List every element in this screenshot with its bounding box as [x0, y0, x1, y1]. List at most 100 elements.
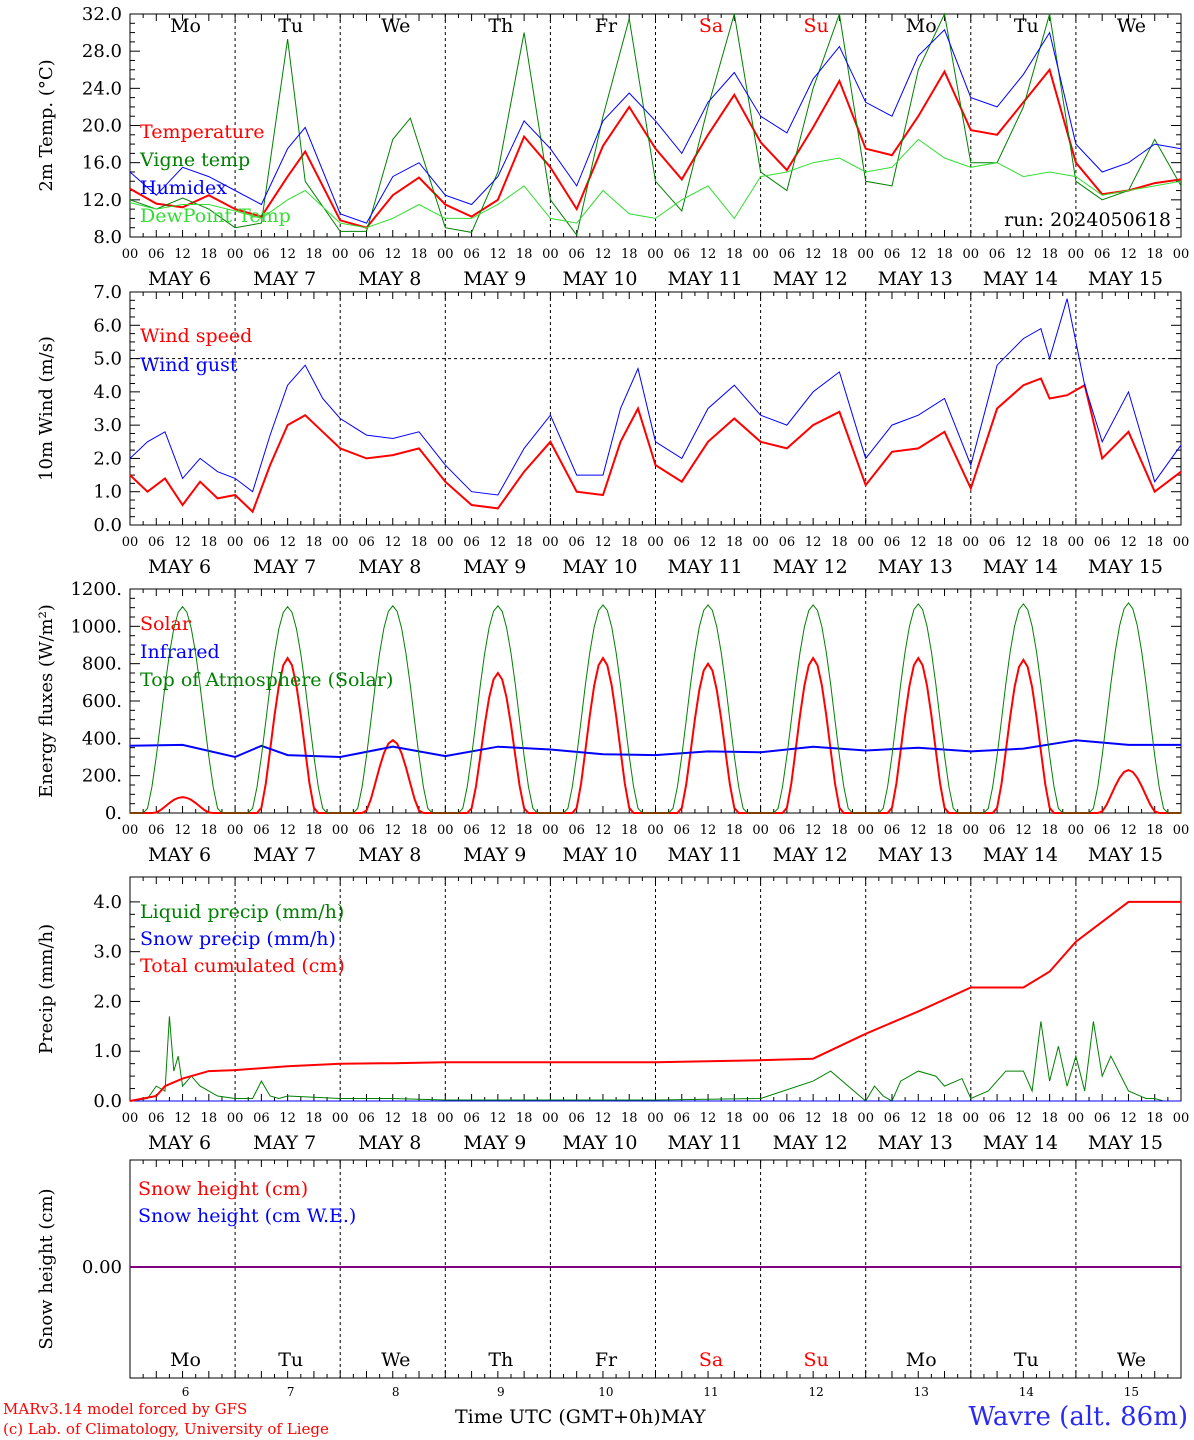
series-line — [129, 138, 1182, 229]
day-number-label: 8 — [392, 1385, 400, 1399]
day-number-label: 7 — [287, 1385, 295, 1399]
y-tick-label: 16.0 — [82, 153, 122, 174]
hour-tick-label: 12 — [490, 247, 507, 262]
hour-tick-label: 06 — [884, 247, 901, 262]
hour-tick-label: 12 — [1120, 1111, 1137, 1126]
day-number-label: 9 — [497, 1385, 505, 1399]
plot-frame — [129, 588, 1182, 814]
hour-tick-label: 06 — [674, 535, 691, 550]
legend-entry: Total cumulated (cm) — [140, 955, 345, 977]
hour-tick-label: 06 — [989, 823, 1006, 838]
y-tick-label: 0.0 — [93, 515, 122, 536]
y-tick-label: 800. — [82, 654, 122, 675]
hour-tick-label: 06 — [989, 1111, 1006, 1126]
hour-tick-label: 00 — [227, 247, 244, 262]
hour-tick-label: 00 — [122, 823, 139, 838]
weekday-label: Mo — [170, 1349, 201, 1371]
lab-credit: (c) Lab. of Climatology, University of L… — [3, 1420, 329, 1438]
hour-tick-label: 12 — [1015, 1111, 1032, 1126]
hour-tick-label: 00 — [1173, 535, 1190, 550]
hour-tick-label: 00 — [437, 1111, 454, 1126]
hour-tick-label: 18 — [516, 1111, 533, 1126]
y-tick-label: 600. — [82, 691, 122, 712]
legend-entry: Snow height (cm) — [138, 1178, 308, 1200]
date-label: MAY 10 — [562, 268, 637, 290]
y-tick-label: 7.0 — [93, 282, 122, 303]
hour-tick-label: 12 — [1015, 823, 1032, 838]
hour-tick-label: 12 — [1120, 535, 1137, 550]
y-tick-label: 0.00 — [82, 1257, 122, 1278]
hour-tick-label: 12 — [595, 535, 612, 550]
hour-tick-label: 06 — [989, 247, 1006, 262]
weekday-label: We — [381, 1349, 410, 1371]
date-label: MAY 11 — [667, 844, 742, 866]
hour-tick-label: 00 — [1173, 247, 1190, 262]
date-label: MAY 7 — [253, 268, 316, 290]
hour-tick-label: 06 — [253, 823, 270, 838]
y-axis-title: Energy fluxes (W/m²) — [36, 604, 57, 798]
hour-tick-label: 06 — [674, 247, 691, 262]
series-line — [129, 377, 1182, 514]
model-credit: MARv3.14 model forced by GFS — [3, 1400, 248, 1418]
date-label: MAY 12 — [773, 268, 848, 290]
y-tick-label: 2.0 — [93, 448, 122, 469]
hour-tick-label: 00 — [647, 535, 664, 550]
y-tick-label: 2.0 — [93, 991, 122, 1012]
y-tick-label: 1.0 — [93, 1041, 122, 1062]
series-line — [129, 1016, 1181, 1102]
weekday-label: Tu — [278, 1349, 303, 1371]
hour-tick-label: 12 — [384, 1111, 401, 1126]
hour-tick-label: 18 — [411, 247, 428, 262]
y-axis-title: Snow height (cm) — [36, 1188, 57, 1349]
hour-tick-label: 00 — [542, 247, 559, 262]
hour-tick-label: 06 — [989, 535, 1006, 550]
hour-tick-label: 12 — [1015, 247, 1032, 262]
hour-tick-label: 00 — [437, 247, 454, 262]
hour-tick-label: 12 — [279, 247, 296, 262]
hour-tick-label: 18 — [726, 823, 743, 838]
weekday-label: Sa — [699, 15, 723, 37]
hour-tick-label: 18 — [621, 535, 638, 550]
hour-tick-label: 06 — [463, 535, 480, 550]
hour-tick-label: 12 — [174, 1111, 191, 1126]
hour-tick-label: 00 — [332, 823, 349, 838]
hour-tick-label: 06 — [779, 247, 796, 262]
legend-entry: Snow height (cm W.E.) — [138, 1205, 356, 1227]
hour-tick-label: 12 — [1120, 247, 1137, 262]
date-label: MAY 14 — [983, 556, 1058, 578]
hour-tick-label: 18 — [936, 823, 953, 838]
hour-tick-label: 18 — [831, 1111, 848, 1126]
hour-tick-label: 00 — [122, 535, 139, 550]
date-label: MAY 9 — [463, 268, 526, 290]
hour-tick-label: 12 — [700, 247, 717, 262]
y-tick-label: 3.0 — [93, 415, 122, 436]
hour-tick-label: 18 — [516, 535, 533, 550]
hour-tick-label: 06 — [358, 823, 375, 838]
plot-frame — [129, 13, 1182, 238]
hour-tick-label: 00 — [227, 535, 244, 550]
hour-tick-label: 00 — [1173, 1111, 1190, 1126]
hour-tick-label: 18 — [201, 247, 218, 262]
hour-tick-label: 06 — [1094, 1111, 1111, 1126]
weekday-label: Su — [804, 1349, 829, 1371]
hour-tick-label: 12 — [595, 247, 612, 262]
date-label: MAY 6 — [148, 1132, 211, 1154]
y-axis-title: 2m Temp. (°C) — [36, 59, 57, 191]
hour-tick-label: 00 — [752, 247, 769, 262]
hour-tick-label: 18 — [1146, 823, 1163, 838]
y-tick-label: 4.0 — [93, 892, 122, 913]
legend-entry: Liquid precip (mm/h) — [140, 901, 344, 923]
hour-tick-label: 12 — [279, 1111, 296, 1126]
date-label: MAY 7 — [253, 556, 316, 578]
hour-tick-label: 12 — [700, 823, 717, 838]
hour-tick-label: 12 — [700, 535, 717, 550]
day-number-label: 10 — [598, 1385, 613, 1399]
y-tick-label: 1200. — [70, 579, 122, 600]
hour-tick-label: 12 — [805, 535, 822, 550]
run-label: run: 2024050618 — [1004, 209, 1171, 231]
y-tick-label: 12.0 — [82, 190, 122, 211]
legend-entry: Top of Atmosphere (Solar) — [140, 669, 393, 691]
hour-tick-label: 00 — [647, 247, 664, 262]
hour-tick-label: 18 — [726, 535, 743, 550]
